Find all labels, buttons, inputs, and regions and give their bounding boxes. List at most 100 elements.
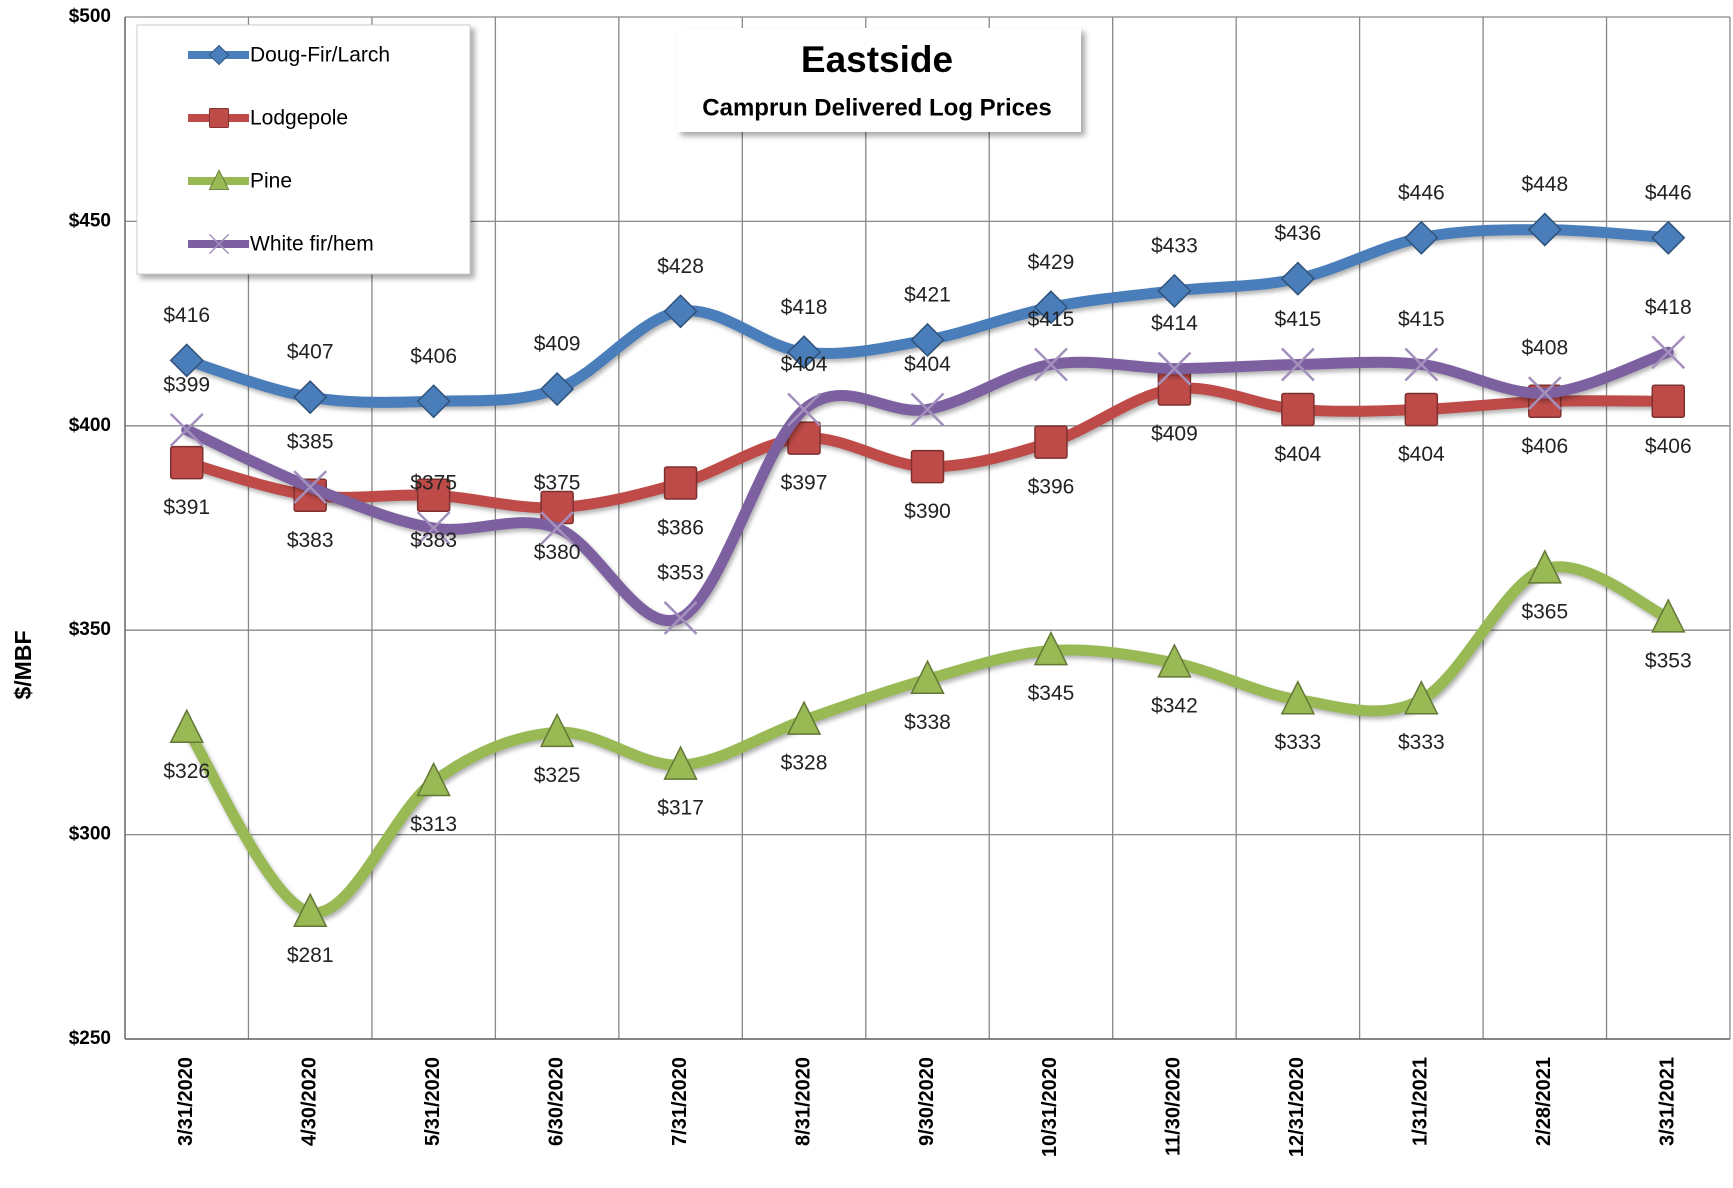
data-label: $396 <box>1028 476 1075 499</box>
title-box <box>677 28 1081 132</box>
data-label: $345 <box>1028 682 1075 705</box>
marker <box>1281 392 1315 427</box>
x-tick-label: 3/31/2021 <box>1657 1057 1679 1146</box>
marker <box>1651 220 1686 255</box>
data-label: $406 <box>1521 435 1568 458</box>
data-label: $407 <box>287 341 334 364</box>
data-label: $416 <box>163 304 210 327</box>
marker <box>910 392 945 427</box>
marker <box>663 466 698 500</box>
marker <box>1033 290 1069 325</box>
marker <box>208 44 230 66</box>
data-label: $409 <box>534 333 581 356</box>
data-label: $399 <box>163 373 210 396</box>
marker <box>1527 549 1563 584</box>
data-label: $428 <box>657 255 704 278</box>
marker <box>1280 347 1315 382</box>
marker <box>1527 376 1562 410</box>
marker <box>910 659 945 695</box>
data-label: $353 <box>657 561 704 584</box>
data-label: $375 <box>410 472 457 495</box>
marker <box>169 343 204 378</box>
data-label: $429 <box>1028 251 1075 274</box>
marker <box>169 708 204 744</box>
data-label: $391 <box>163 496 210 519</box>
y-tick-label: $400 <box>69 415 111 436</box>
marker <box>540 371 575 407</box>
data-label: $365 <box>1521 600 1568 623</box>
marker <box>292 892 328 928</box>
x-tick-label: 9/30/2020 <box>916 1057 938 1146</box>
marker <box>416 384 451 419</box>
data-label: $325 <box>534 764 581 787</box>
marker <box>539 712 575 748</box>
chart-subtitle: Camprun Delivered Log Prices <box>702 94 1051 121</box>
data-label: $338 <box>904 711 951 734</box>
plot <box>169 212 1686 928</box>
marker <box>1651 598 1686 633</box>
marker <box>786 335 822 370</box>
data-label: $404 <box>904 353 951 376</box>
y-tick-label: $500 <box>69 6 111 27</box>
marker <box>293 470 328 505</box>
marker <box>663 745 698 780</box>
marker <box>416 761 451 797</box>
y-tick-label: $300 <box>69 824 111 845</box>
marker <box>1404 392 1439 427</box>
data-label: $409 <box>1151 423 1198 446</box>
data-label: $421 <box>904 283 951 306</box>
legend-label: Doug-Fir/Larch <box>250 44 390 67</box>
marker <box>663 294 698 329</box>
data-label: $404 <box>1275 443 1322 466</box>
x-tick-label: 2/28/2021 <box>1533 1057 1555 1146</box>
data-label: $446 <box>1398 181 1445 204</box>
x-tick-label: 10/31/2020 <box>1039 1057 1061 1157</box>
x-tick-label: 6/30/2020 <box>545 1057 567 1146</box>
x-tick-label: 12/31/2020 <box>1286 1057 1308 1157</box>
x-tick-label: 11/30/2020 <box>1163 1057 1185 1156</box>
data-label: $418 <box>1645 296 1692 319</box>
marker <box>1280 261 1315 296</box>
data-label: $383 <box>287 529 334 552</box>
data-label: $406 <box>410 345 457 368</box>
marker <box>1280 680 1316 715</box>
x-tick-label: 8/31/2020 <box>792 1057 814 1146</box>
marker <box>169 445 204 480</box>
data-label: $415 <box>1275 308 1322 331</box>
data-label: $317 <box>657 797 704 820</box>
data-label: $313 <box>410 813 457 836</box>
x-tick-label: 1/31/2021 <box>1410 1057 1432 1146</box>
data-label: $281 <box>287 944 334 967</box>
legend-label: White fir/hem <box>250 233 374 256</box>
grid <box>124 16 1731 1040</box>
marker <box>416 511 451 545</box>
x-tick-label: 4/30/2020 <box>298 1057 320 1146</box>
marker <box>1033 630 1069 666</box>
legend: Doug-Fir/Larch Lodgepole Pine White fir/hem <box>188 44 390 256</box>
marker <box>1157 372 1192 406</box>
marker <box>1157 273 1192 308</box>
data-label: $415 <box>1028 308 1075 331</box>
marker <box>1651 335 1686 370</box>
data-label: $414 <box>1151 312 1198 335</box>
data-label: $386 <box>657 517 704 540</box>
marker <box>208 233 230 255</box>
marker <box>208 107 230 129</box>
data-label: $375 <box>534 472 581 495</box>
y-tick-label: $450 <box>69 210 111 231</box>
data-label: $433 <box>1151 234 1198 257</box>
marker <box>169 413 204 447</box>
data-label: $408 <box>1521 337 1568 360</box>
data-label: $353 <box>1645 649 1692 672</box>
data-label: $326 <box>163 760 210 783</box>
data-label: $436 <box>1275 222 1322 245</box>
marker <box>540 490 574 525</box>
data-label: $385 <box>287 431 334 454</box>
data-label: $342 <box>1151 694 1198 717</box>
marker <box>1157 643 1192 678</box>
data-label: $383 <box>410 529 457 552</box>
marker <box>293 380 328 415</box>
series-line <box>181 561 1674 919</box>
data-label: $333 <box>1398 731 1445 754</box>
legend-label: Pine <box>250 170 292 193</box>
